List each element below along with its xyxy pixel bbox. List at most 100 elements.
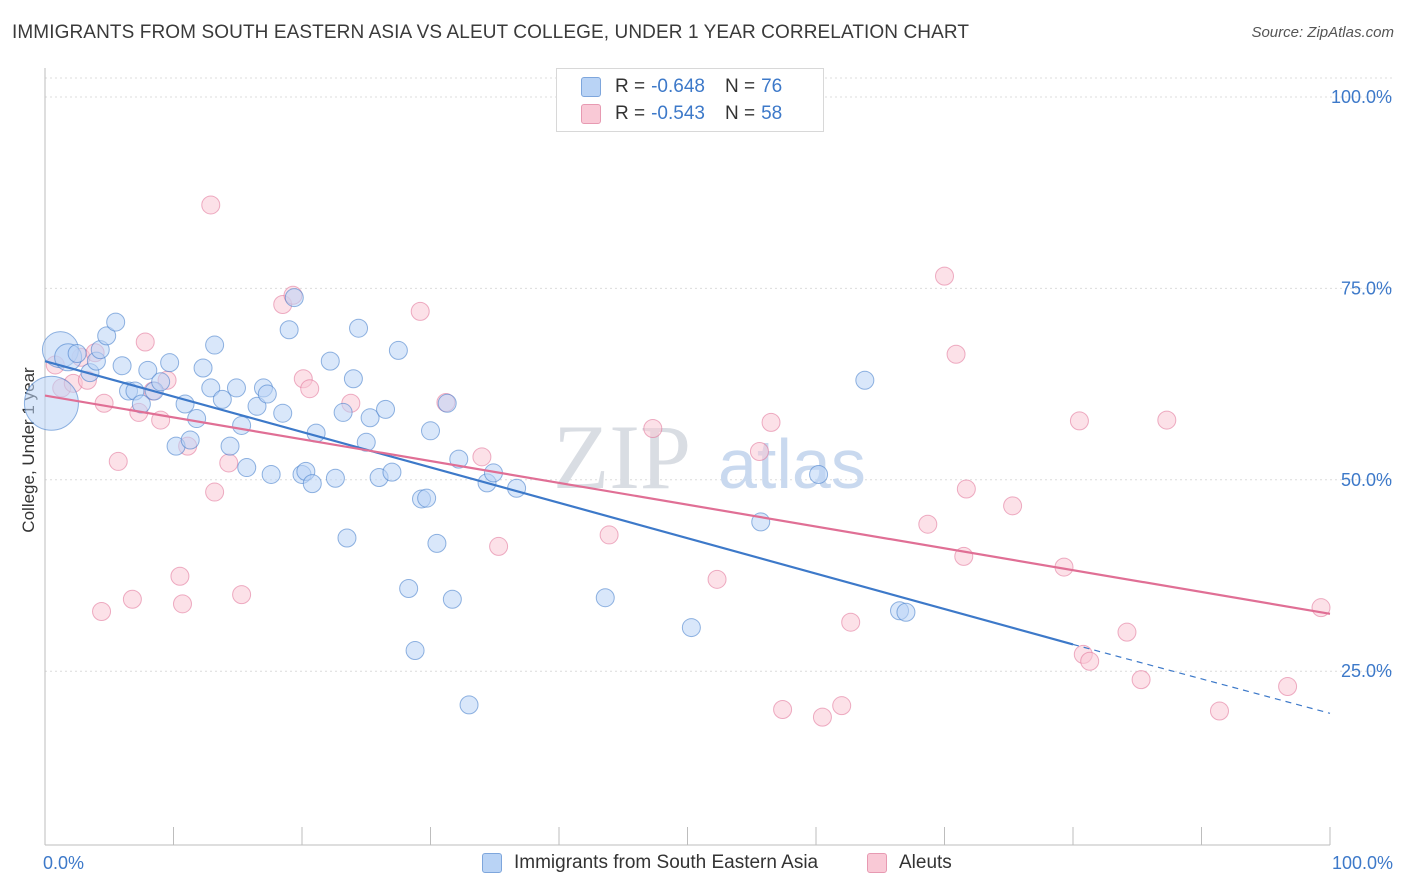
point-aleuts [956, 479, 976, 499]
point-aleuts [1278, 677, 1298, 697]
point-aleuts [749, 441, 769, 461]
series-swatch-blue [482, 853, 502, 873]
point-immigrants [257, 384, 277, 404]
point-aleuts [135, 332, 155, 352]
legend-swatch-blue [581, 77, 601, 97]
point-immigrants [681, 618, 701, 638]
x-tick-label-start: 0.0% [43, 853, 84, 873]
series-legend-item-aleuts[interactable]: Aleuts [867, 852, 952, 874]
point-immigrants [809, 464, 829, 484]
immigrants-points [23, 288, 916, 715]
point-immigrants [112, 356, 132, 376]
trend-line-immigrants-extension [1072, 643, 1331, 714]
point-immigrants [417, 488, 437, 508]
point-immigrants [220, 436, 240, 456]
point-immigrants [106, 312, 126, 332]
series-name-aleuts: Aleuts [899, 852, 952, 873]
point-immigrants [437, 393, 457, 413]
legend-n-value: 76 [761, 76, 783, 97]
point-immigrants [261, 464, 281, 484]
point-immigrants [595, 588, 615, 608]
point-immigrants [193, 358, 213, 378]
point-aleuts [707, 569, 727, 589]
point-immigrants [360, 408, 380, 428]
legend-n-value: 58 [761, 103, 783, 124]
watermark-zip: ZIP [553, 406, 691, 508]
source-credit: Source: ZipAtlas.com [1251, 24, 1394, 41]
trend-line-aleuts [44, 394, 1331, 615]
point-immigrants [273, 403, 293, 423]
point-aleuts [92, 601, 112, 621]
stats-legend: R = -0.648 N = 76 R = -0.543 N = 58 [556, 68, 824, 132]
point-aleuts [761, 412, 781, 432]
point-immigrants [302, 474, 322, 494]
point-immigrants [237, 458, 257, 478]
point-immigrants [151, 372, 171, 392]
legend-swatch-pink [581, 104, 601, 124]
point-immigrants [160, 353, 180, 373]
watermark-atlas: atlas [718, 425, 866, 503]
point-aleuts [300, 379, 320, 399]
point-immigrants [180, 430, 200, 450]
point-immigrants [138, 360, 158, 380]
point-immigrants [201, 378, 221, 398]
point-aleuts [946, 344, 966, 364]
point-immigrants [232, 415, 252, 435]
point-aleuts [1003, 496, 1023, 516]
point-immigrants [279, 320, 299, 340]
point-immigrants [427, 533, 447, 553]
point-immigrants [382, 462, 402, 482]
point-aleuts [1209, 701, 1229, 721]
x-tick-label-end: 100.0% [1332, 853, 1393, 873]
legend-n-label: N = [724, 103, 756, 124]
point-aleuts [410, 301, 430, 321]
point-aleuts [472, 447, 492, 467]
point-immigrants [343, 369, 363, 389]
legend-n-label: N = [724, 76, 756, 97]
point-aleuts [1157, 410, 1177, 430]
legend-r-label: R = [615, 76, 646, 97]
y-tick-label-25: 25.0% [1341, 661, 1392, 681]
point-aleuts [94, 393, 114, 413]
point-immigrants [399, 579, 419, 599]
point-aleuts [232, 585, 252, 605]
point-aleuts [918, 514, 938, 534]
point-immigrants [388, 340, 408, 360]
point-immigrants [23, 375, 79, 431]
point-aleuts [812, 707, 832, 727]
tick-labels: 25.0% 50.0% 75.0% 100.0% 0.0% 100.0% [43, 87, 1393, 873]
point-aleuts [170, 566, 190, 586]
point-aleuts [599, 525, 619, 545]
legend-r-label: R = [615, 103, 646, 124]
point-immigrants [376, 399, 396, 419]
point-aleuts [841, 612, 861, 632]
series-legend-item-immigrants[interactable]: Immigrants from South Eastern Asia [482, 852, 818, 874]
point-aleuts [1080, 651, 1100, 671]
chart-title: IMMIGRANTS FROM SOUTH EASTERN ASIA VS AL… [12, 22, 970, 43]
point-aleuts [1131, 670, 1151, 690]
point-immigrants [284, 288, 304, 308]
y-tick-label-100: 100.0% [1331, 87, 1392, 107]
point-immigrants [349, 318, 369, 338]
point-immigrants [356, 432, 376, 452]
legend-row-aleuts: R = -0.543 N = 58 [581, 102, 802, 126]
y-tick-label-75: 75.0% [1341, 278, 1392, 298]
point-aleuts [773, 699, 793, 719]
point-aleuts [108, 451, 128, 471]
point-aleuts [1069, 411, 1089, 431]
point-immigrants [333, 402, 353, 422]
axes [44, 68, 1331, 846]
point-aleuts [219, 453, 239, 473]
point-immigrants [896, 602, 916, 622]
point-immigrants [855, 370, 875, 390]
y-tick-label-50: 50.0% [1341, 470, 1392, 490]
point-aleuts [172, 594, 192, 614]
series-name-immigrants: Immigrants from South Eastern Asia [514, 852, 819, 873]
point-immigrants [337, 528, 357, 548]
point-immigrants [421, 421, 440, 441]
point-immigrants [205, 335, 225, 355]
point-aleuts [832, 696, 852, 716]
point-immigrants [97, 326, 117, 346]
point-immigrants [442, 589, 462, 609]
